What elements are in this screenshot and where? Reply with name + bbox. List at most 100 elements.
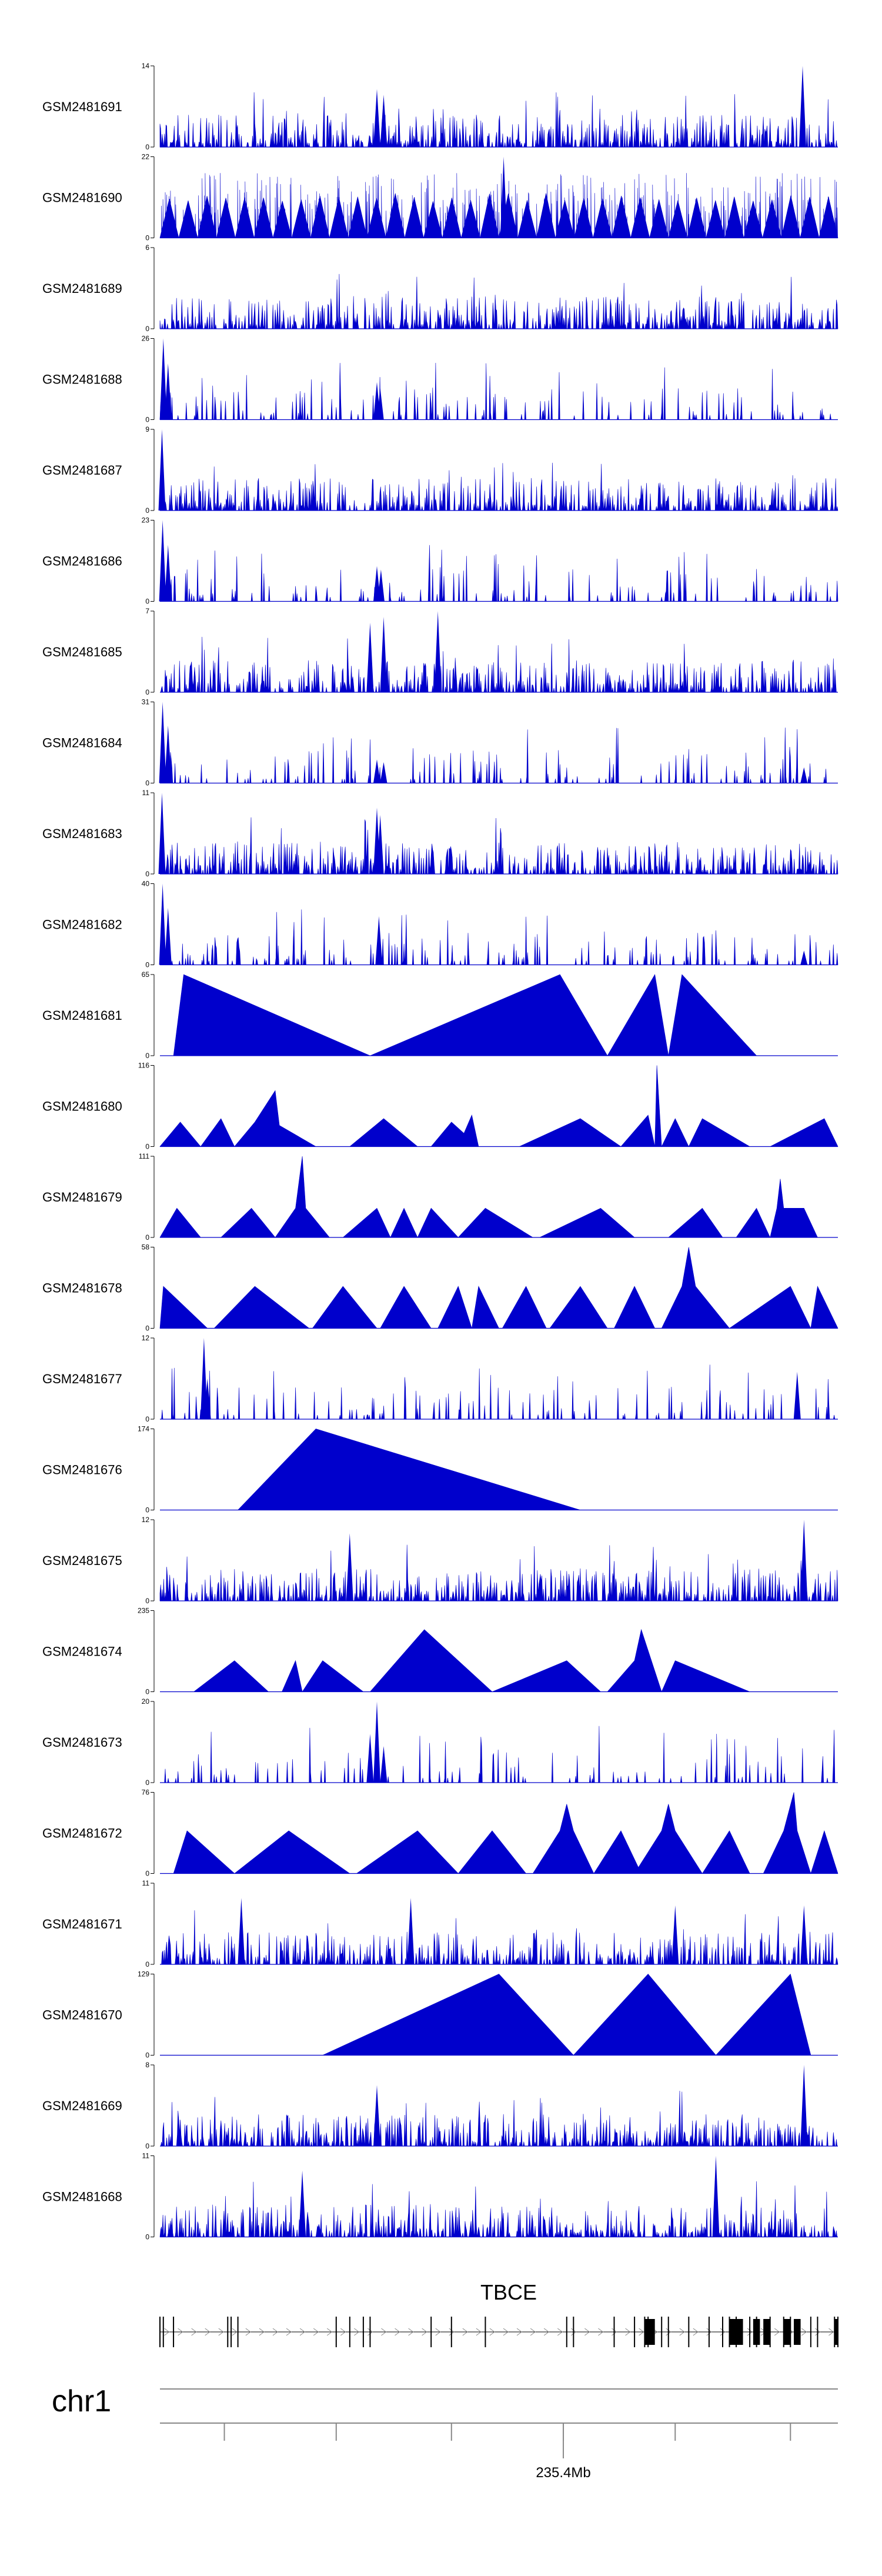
track-signal — [160, 1629, 838, 1693]
gene-strand-arrow — [395, 2328, 400, 2336]
track-peak — [164, 545, 172, 602]
gene-strand-arrow — [801, 2328, 807, 2336]
track-signal — [159, 1156, 818, 1238]
track-signal — [160, 1726, 838, 1783]
track-signal — [159, 462, 838, 511]
track-max-label: 116 — [138, 1062, 149, 1070]
track-peak — [793, 1372, 801, 1419]
gene-exon-block — [794, 2319, 801, 2345]
gene-strand-arrow — [354, 2328, 360, 2336]
gene-strand-arrow — [612, 2328, 617, 2336]
track-peak — [159, 883, 166, 965]
track-max-label: 58 — [142, 1243, 150, 1252]
track-max-label: 31 — [142, 698, 150, 706]
track-label: GSM2481675 — [42, 1553, 122, 1568]
track-max-label: 9 — [145, 425, 149, 433]
track-label: GSM2481671 — [42, 1917, 122, 1931]
track-label: GSM2481689 — [42, 281, 122, 296]
track-min-label: 0 — [145, 234, 149, 242]
track-peak — [159, 702, 166, 783]
track-min-label: 0 — [145, 2233, 149, 2241]
track-label: GSM2481684 — [42, 736, 122, 750]
track-signal — [160, 636, 838, 693]
track-max-label: 20 — [142, 1697, 150, 1706]
gene-strand-arrow — [368, 2328, 373, 2336]
track-min-label: 0 — [145, 325, 149, 333]
gene-strand-arrow — [747, 2328, 753, 2336]
track-label: GSM2481668 — [42, 2190, 122, 2204]
gene-exon-block — [763, 2319, 770, 2345]
track-peak — [373, 1701, 380, 1783]
gene-strand-arrow — [693, 2328, 699, 2336]
gene-strand-arrow — [313, 2328, 319, 2336]
track-peak — [434, 611, 442, 692]
track-signal — [160, 1792, 838, 1874]
track-peak — [376, 815, 384, 874]
track-max-label: 6 — [145, 243, 149, 252]
gene-strand-arrow — [326, 2328, 333, 2336]
track-label: GSM2481678 — [42, 1281, 122, 1296]
track-peak — [380, 1746, 387, 1783]
track-peak — [380, 762, 387, 783]
track-min-label: 0 — [145, 416, 149, 424]
track-signal — [160, 728, 838, 783]
track-max-label: 76 — [142, 1788, 150, 1797]
track-max-label: 40 — [142, 880, 150, 888]
track-peak — [164, 725, 172, 783]
track-label: GSM2481688 — [42, 372, 122, 387]
track-signal — [160, 545, 838, 602]
track-min-label: 0 — [145, 598, 149, 606]
track-signal — [159, 92, 838, 148]
track-max-label: 11 — [142, 789, 150, 797]
track-peak — [671, 1905, 679, 1964]
track-signal — [159, 362, 838, 420]
track-max-label: 65 — [142, 970, 150, 979]
track-peak — [366, 622, 374, 692]
gene-strand-arrow — [557, 2328, 563, 2336]
track-min-label: 0 — [145, 779, 149, 788]
track-label: GSM2481691 — [42, 99, 122, 114]
gene-strand-arrow — [408, 2328, 414, 2336]
gene-strand-arrow — [720, 2328, 726, 2336]
track-peak — [407, 1898, 415, 1964]
track-signal — [159, 1544, 838, 1601]
gene-strand-arrow — [178, 2328, 183, 2336]
gene-label: TBCE — [480, 2280, 537, 2304]
track-peak — [500, 156, 507, 238]
gene-strand-arrow — [639, 2328, 644, 2336]
track-label: GSM2481680 — [42, 1099, 122, 1114]
track-min-label: 0 — [145, 1324, 149, 1333]
track-peak — [159, 520, 166, 602]
track-min-label: 0 — [145, 688, 149, 696]
track-max-label: 8 — [145, 2061, 149, 2069]
track-min-label: 0 — [145, 2142, 149, 2150]
gene-strand-arrow — [259, 2328, 265, 2336]
gene-strand-arrow — [286, 2328, 292, 2336]
gene-strand-arrow — [828, 2328, 834, 2336]
track-signal — [160, 1364, 838, 1420]
track-signal — [160, 909, 838, 965]
track-peak — [376, 388, 384, 420]
track-peak — [712, 2155, 720, 2237]
gene-strand-arrow — [205, 2328, 211, 2336]
gene-strand-arrow — [191, 2328, 197, 2336]
track-peak — [800, 2065, 808, 2146]
track-label: GSM2481674 — [42, 1644, 122, 1659]
track-signal — [160, 974, 757, 1056]
track-label: GSM2481690 — [42, 191, 122, 205]
track-label: GSM2481687 — [42, 463, 122, 478]
track-max-label: 7 — [145, 607, 149, 615]
gene-strand-arrow — [516, 2328, 522, 2336]
track-min-label: 0 — [145, 1506, 149, 1514]
gene-strand-arrow — [422, 2328, 427, 2336]
track-min-label: 0 — [145, 1688, 149, 1696]
track-signal — [160, 1910, 838, 1965]
gene-exon-block — [834, 2319, 838, 2345]
gene-strand-arrow — [449, 2328, 455, 2336]
gene-strand-arrow — [666, 2328, 671, 2336]
track-peak — [799, 66, 806, 147]
track-signal — [159, 1065, 838, 1147]
track-peak — [238, 1898, 245, 1964]
track-signal — [160, 2090, 838, 2147]
